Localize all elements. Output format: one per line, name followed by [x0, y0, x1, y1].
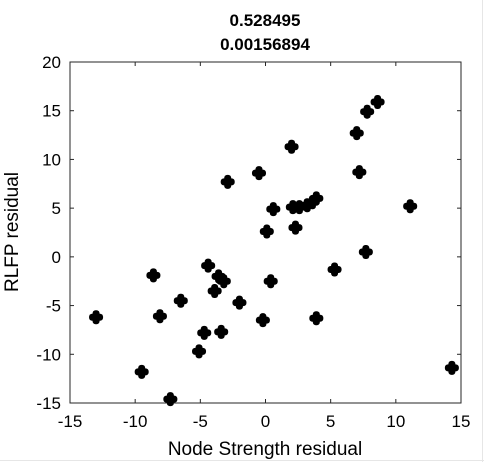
y-axis-label: RLFP residual — [2, 172, 23, 292]
scatter-point — [163, 392, 178, 407]
x-tick-label: 10 — [386, 412, 405, 431]
scatter-point — [309, 311, 324, 326]
scatter-point — [284, 139, 299, 154]
x-tick-label: -5 — [193, 412, 208, 431]
scatter-point — [352, 165, 367, 180]
title-group: 0.528495 0.00156894 — [220, 11, 310, 54]
y-axis-ticks: -15 -10 -5 0 5 10 15 20 — [36, 53, 461, 413]
scatter-point — [173, 293, 188, 308]
scatter-point — [358, 244, 373, 259]
scatter-point — [201, 258, 216, 273]
scatter-point — [288, 220, 303, 235]
x-tick-label: 5 — [326, 412, 335, 431]
scatter-point — [309, 191, 324, 206]
scatter-point — [360, 104, 375, 119]
scatter-point — [327, 262, 342, 277]
scatter-point — [263, 274, 278, 289]
y-tick-label: 5 — [52, 199, 61, 218]
scatter-point — [349, 126, 364, 141]
scatter-point — [214, 324, 229, 339]
data-points — [89, 94, 459, 407]
scatter-point — [89, 310, 104, 325]
right-edge-divider — [482, 0, 483, 462]
scatter-point — [251, 166, 266, 181]
scatter-point — [370, 94, 385, 109]
y-tick-label: -5 — [46, 297, 61, 316]
x-tick-label: -15 — [58, 412, 83, 431]
x-axis-label: Node Strength residual — [168, 439, 362, 460]
chart-title-line-2: 0.00156894 — [220, 35, 310, 54]
x-axis-ticks: -15 -10 -5 0 5 10 15 — [58, 62, 471, 431]
scatter-point — [255, 313, 270, 328]
y-tick-label: 15 — [42, 102, 61, 121]
x-tick-label: -10 — [123, 412, 148, 431]
scatter-point — [220, 174, 235, 189]
x-tick-label: 15 — [452, 412, 471, 431]
chart-title-line-1: 0.528495 — [230, 11, 301, 30]
scatter-point — [232, 295, 247, 310]
scatter-point — [259, 224, 274, 239]
scatter-point — [216, 274, 231, 289]
y-tick-label: -15 — [36, 394, 61, 413]
scatter-point — [207, 283, 222, 298]
scatter-point — [152, 309, 167, 324]
y-tick-label: 0 — [52, 248, 61, 267]
x-tick-label: 0 — [261, 412, 270, 431]
scatter-point — [146, 268, 161, 283]
scatter-point — [444, 360, 459, 375]
y-tick-label: 10 — [42, 150, 61, 169]
scatter-point — [192, 344, 207, 359]
bottom-edge-divider — [0, 460, 484, 461]
scatter-point — [134, 364, 149, 379]
scatter-point — [403, 199, 418, 214]
y-tick-label: 20 — [42, 53, 61, 72]
scatter-point — [266, 202, 281, 217]
y-tick-label: -10 — [36, 345, 61, 364]
scatter-point — [197, 325, 212, 340]
